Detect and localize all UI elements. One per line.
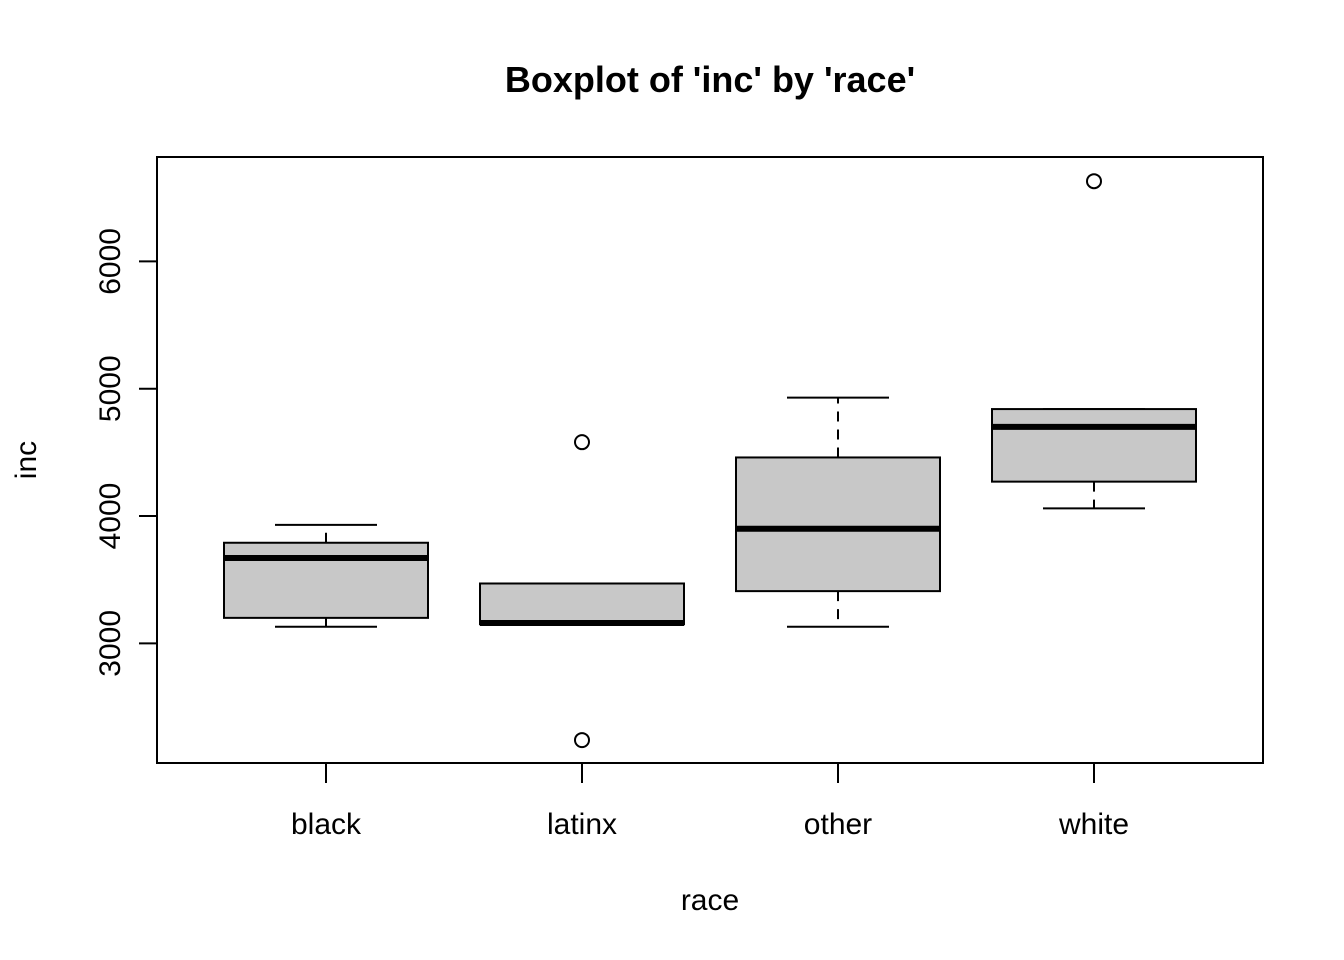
boxes [223, 173, 1197, 749]
y-tick-label: 5000 [94, 355, 127, 422]
chart-title: Boxplot of 'inc' by 'race' [505, 59, 915, 100]
box-iqr [479, 582, 685, 626]
box-group-other [735, 396, 941, 628]
box-group-white [991, 173, 1197, 510]
y-tick-label: 4000 [94, 483, 127, 550]
x-tick-label: other [804, 808, 872, 841]
outlier-point [1086, 173, 1102, 190]
y-axis-label: inc [10, 441, 43, 479]
box-group-black [223, 523, 429, 628]
x-axis: black latinx other white [291, 763, 1129, 841]
box-iqr [735, 456, 941, 593]
y-axis: 3000 4000 5000 6000 [94, 228, 158, 677]
box-iqr [223, 541, 429, 619]
box-iqr [991, 408, 1197, 483]
box-group-latinx [479, 434, 685, 749]
y-tick-label: 6000 [94, 228, 127, 295]
x-axis-label: race [681, 884, 739, 917]
y-tick-label: 3000 [94, 610, 127, 677]
outlier-point [574, 732, 590, 749]
x-tick-label: black [291, 808, 362, 841]
x-tick-label: white [1058, 808, 1129, 841]
x-tick-label: latinx [547, 808, 617, 841]
outlier-point [574, 434, 590, 451]
